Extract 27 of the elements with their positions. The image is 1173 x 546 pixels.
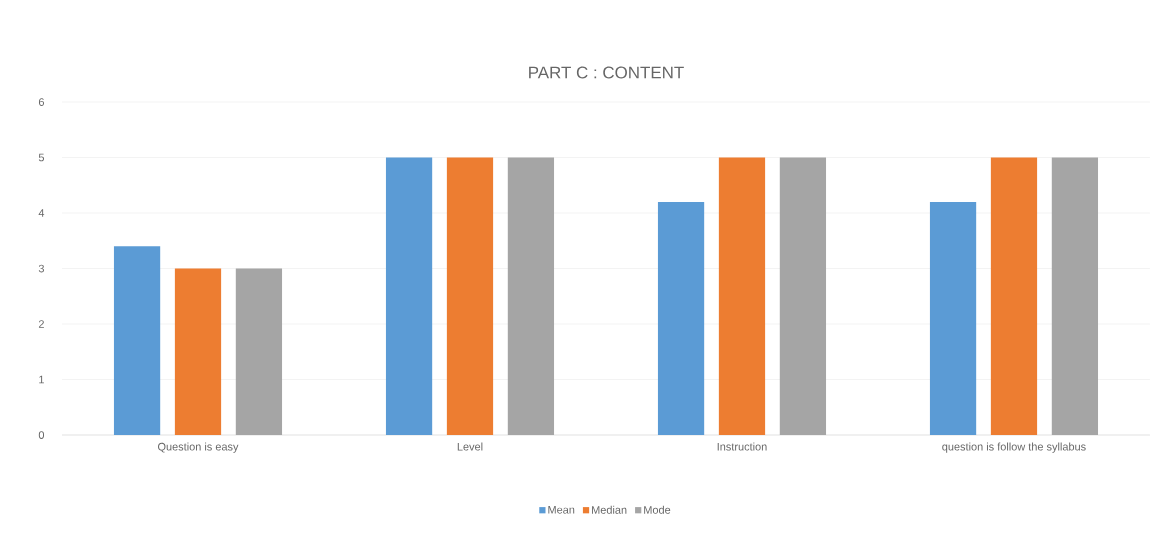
x-tick-label: Level bbox=[457, 442, 483, 451]
bar bbox=[657, 201, 705, 435]
chart-title: PART C : CONTENT bbox=[529, 66, 684, 79]
legend-label: Mean bbox=[548, 505, 575, 514]
bar bbox=[779, 157, 827, 435]
x-tick-label: Instruction bbox=[717, 442, 767, 451]
y-tick-label: 0 bbox=[38, 431, 45, 439]
bar bbox=[990, 157, 1038, 435]
bar bbox=[507, 157, 555, 435]
y-tick-label: 6 bbox=[38, 98, 44, 106]
y-tick-label: 5 bbox=[38, 153, 45, 162]
y-tick-label: 2 bbox=[38, 320, 44, 328]
y-tick-label: 4 bbox=[38, 209, 45, 217]
bar bbox=[113, 246, 161, 435]
bar bbox=[385, 157, 433, 435]
x-tick-label: Question is easy bbox=[158, 442, 239, 453]
bar bbox=[718, 157, 766, 435]
bar bbox=[174, 268, 222, 435]
bar bbox=[1051, 157, 1099, 435]
x-tick-label: question is follow the syllabus bbox=[942, 442, 1086, 453]
bar bbox=[235, 268, 283, 435]
y-tick-label: 3 bbox=[38, 264, 44, 273]
bar bbox=[929, 201, 977, 435]
legend-label: Mode bbox=[644, 505, 671, 514]
y-tick-label: 1 bbox=[39, 375, 44, 384]
bar bbox=[446, 157, 494, 435]
legend-label: Median bbox=[592, 505, 627, 514]
